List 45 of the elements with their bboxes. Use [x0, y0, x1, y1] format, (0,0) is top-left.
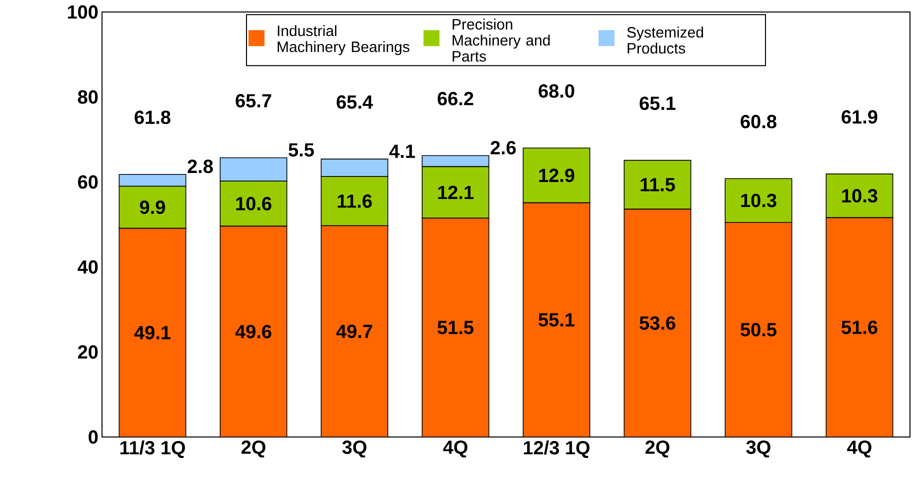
total-label: 68.0 [538, 84, 574, 98]
y-tick-label: 80 [78, 90, 98, 104]
y-tick-label: 100 [68, 5, 98, 19]
data-label: 11.6 [338, 194, 372, 208]
data-label: 9.9 [140, 200, 166, 214]
total-label: 65.1 [640, 96, 676, 110]
x-tick-label: 4Q [847, 440, 872, 458]
legend-label: Systemized Products [627, 26, 704, 54]
data-label: 2.6 [490, 140, 516, 154]
total-label: 66.2 [438, 92, 474, 106]
x-tick-label: 3Q [746, 440, 770, 458]
total-label: 61.9 [842, 110, 878, 124]
data-label: 51.5 [438, 320, 474, 334]
data-label: 49.1 [134, 326, 170, 340]
data-label: 11.5 [640, 178, 675, 192]
y-tick-label: 40 [78, 260, 98, 274]
data-label: 12.1 [438, 186, 474, 200]
data-label: 4.1 [389, 144, 415, 158]
data-label: 51.6 [842, 320, 878, 334]
data-label: 55.1 [538, 313, 574, 327]
x-tick-label: 11/3 1Q [120, 440, 185, 458]
legend-label: Precision Machinery and Parts [452, 18, 550, 62]
total-label: 65.4 [336, 95, 373, 109]
y-tick-label: 60 [78, 175, 98, 189]
data-label: 2.8 [188, 160, 213, 174]
data-label: 10.3 [741, 194, 776, 208]
y-tick-label: 20 [78, 345, 98, 359]
legend-label: Industrial Machinery Bearings [278, 25, 410, 56]
total-label: 61.8 [134, 110, 170, 124]
data-label: 53.6 [640, 316, 676, 330]
total-label: 60.8 [740, 114, 776, 128]
x-tick-label: 12/3 1Q [524, 440, 590, 458]
data-label: 49.6 [235, 324, 272, 338]
x-tick-label: 2Q [241, 440, 266, 458]
data-label: 12.9 [539, 168, 574, 182]
x-tick-label: 3Q [342, 440, 366, 458]
data-label: 49.7 [336, 324, 372, 338]
total-label: 65.7 [236, 94, 272, 108]
x-tick-label: 4Q [443, 440, 468, 458]
data-label: 50.5 [740, 322, 776, 336]
x-tick-label: 2Q [645, 440, 670, 458]
data-label: 10.3 [842, 189, 878, 203]
y-tick-label: 0 [88, 430, 98, 444]
data-label: 5.5 [288, 143, 314, 157]
data-label: 10.6 [236, 196, 272, 210]
